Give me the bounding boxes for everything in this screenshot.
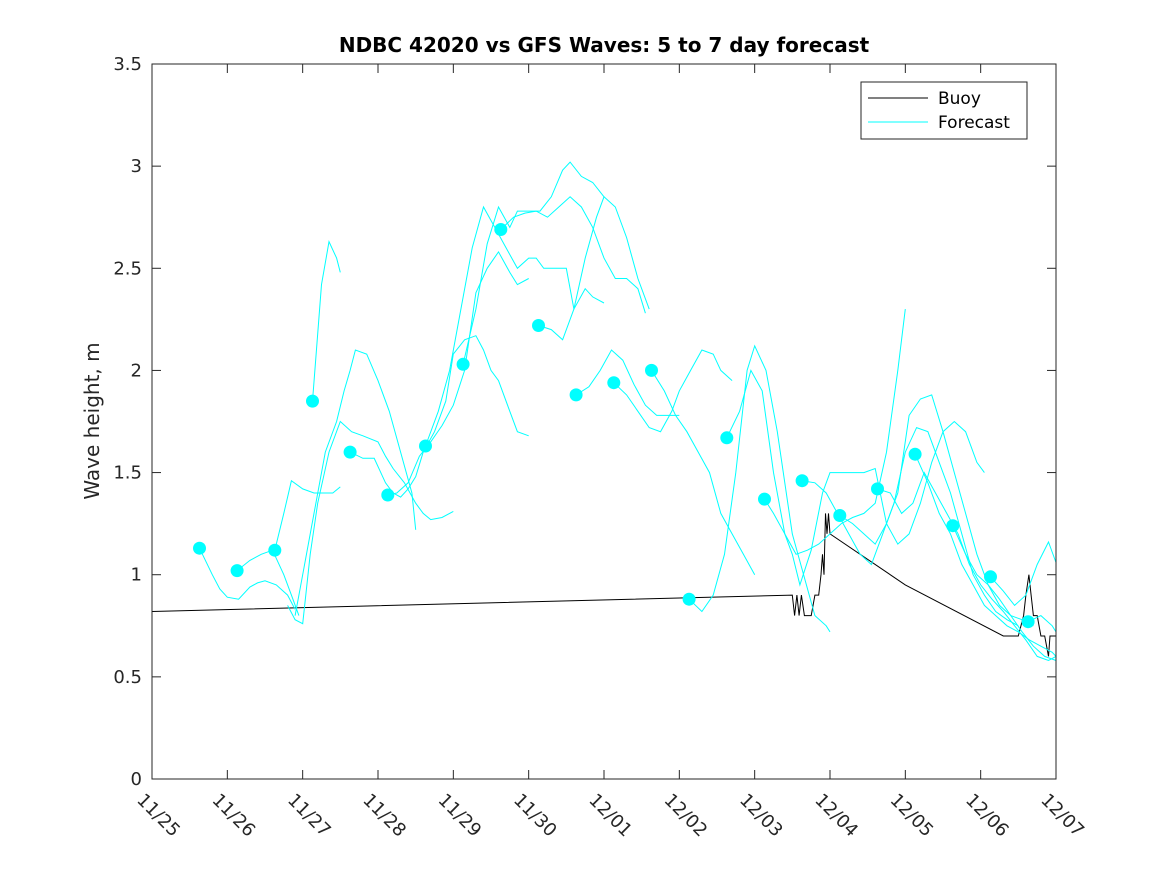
buoy-line [151,513,1056,657]
y-tick-label-7: 3.5 [113,54,142,75]
forecast-line-8 [387,250,529,496]
forecast-line-18 [764,420,985,587]
forecast-line-4 [312,240,341,402]
forecast-marker-2 [230,564,244,578]
forecast-marker-18 [833,509,847,522]
forecast-marker-1 [193,541,206,555]
forecast-line-23 [952,525,1057,661]
y-tick-label-1: 0.5 [113,667,142,688]
legend: Buoy Forecast [860,81,1028,140]
y-axis: 0 0.5 1 1.5 2 2.5 3 3.5 [113,54,1056,790]
forecast-line-14 [613,349,733,433]
forecast-marker-22 [984,570,997,584]
forecast-marker-3 [268,543,282,557]
forecast-marker-5 [343,445,357,459]
forecast-line-12 [538,195,650,341]
forecast-marker-6 [381,488,395,502]
buoy-series [151,513,1056,657]
forecast-markers [193,223,1035,629]
y-tick-label-6: 3 [131,156,142,177]
forecast-line-13 [575,349,680,416]
forecast-line-1 [199,547,296,610]
forecast-line-25 [1027,615,1057,633]
forecast-line-24 [990,540,1057,607]
legend-box [860,81,1028,140]
y-tick-label-4: 2 [131,360,142,381]
forecast-line-15 [651,370,756,575]
forecast-line-3 [274,479,341,551]
forecast-marker-21 [946,519,960,533]
forecast-marker-4 [306,394,319,408]
legend-forecast-label: Forecast [938,113,1010,133]
y-axis-label: Wave height, m [80,342,104,499]
forecast-marker-13 [645,363,658,377]
forecast-marker-10 [532,319,545,332]
y-tick-label-0: 0 [131,769,142,790]
forecast-marker-15 [720,431,734,445]
chart-title: NDBC 42020 vs GFS Waves: 5 to 7 day fore… [339,33,870,57]
forecast-line-16 [688,344,831,633]
forecast-marker-23 [1021,615,1035,629]
forecast-marker-11 [569,388,583,402]
forecast-marker-20 [908,447,922,461]
forecast-line-22 [914,453,1057,657]
plot-area [152,64,1056,779]
y-tick-label-2: 1 [131,565,142,586]
forecast-line-5 [287,420,454,625]
forecast-series-group [199,161,1057,662]
forecast-marker-16 [758,492,771,506]
forecast-marker-7 [419,439,432,453]
forecast-marker-12 [607,376,621,390]
forecast-line-21 [877,471,1057,662]
forecast-marker-9 [494,223,508,236]
forecast-line-9 [425,205,605,447]
forecast-marker-17 [795,474,809,488]
y-tick-label-3: 1.5 [113,463,142,484]
forecast-marker-19 [871,482,884,496]
y-tick-label-5: 2.5 [113,258,142,279]
forecast-line-6 [294,349,417,616]
forecast-line-11 [500,196,646,314]
forecast-marker-14 [682,592,696,606]
forecast-line-20 [839,394,1034,627]
forecast-marker-8 [456,357,470,371]
legend-buoy-label: Buoy [938,89,981,109]
forecast-line-7 [349,335,529,498]
